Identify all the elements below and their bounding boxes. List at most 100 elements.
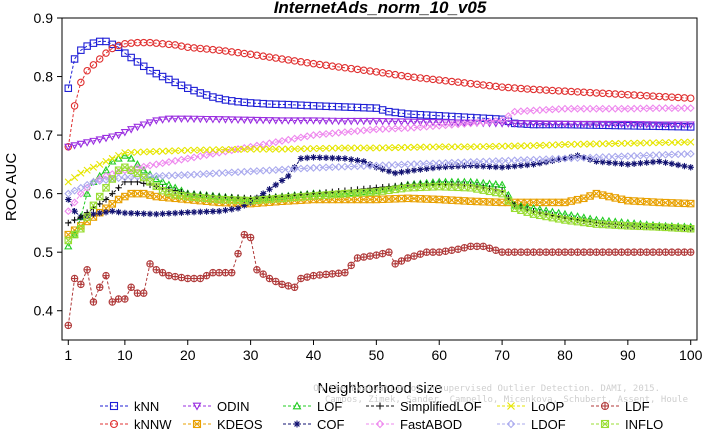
data-point — [486, 163, 493, 170]
data-point — [599, 140, 607, 148]
data-point — [479, 142, 487, 151]
data-point — [158, 268, 167, 277]
data-point — [498, 248, 506, 256]
data-point — [498, 198, 506, 207]
series-loop — [64, 138, 695, 186]
data-point — [655, 104, 664, 113]
data-point — [290, 134, 299, 143]
data-point — [171, 209, 179, 217]
data-point — [284, 145, 292, 153]
data-point — [598, 104, 607, 113]
data-point — [416, 123, 425, 132]
legend-label: KDEOS — [217, 417, 263, 432]
data-point — [328, 270, 337, 278]
data-point — [667, 121, 676, 129]
data-point — [479, 242, 487, 251]
data-point — [686, 149, 695, 158]
data-point — [259, 270, 267, 278]
plot-area: 1 10 20 30 40 50 60 70 80 90 100 0.4 0.5 0.6 0.7 0.8 0.9 — [34, 10, 702, 363]
data-point — [114, 151, 123, 160]
data-point — [95, 283, 104, 292]
data-point — [410, 252, 418, 260]
data-point — [460, 143, 468, 151]
series-knnw — [64, 38, 695, 151]
data-point — [580, 194, 588, 203]
data-point — [90, 210, 97, 218]
data-point — [516, 120, 526, 128]
series-knn — [64, 37, 695, 131]
data-point — [153, 210, 160, 218]
data-point — [108, 133, 117, 141]
data-point — [83, 183, 92, 192]
data-point — [398, 168, 405, 176]
data-point — [177, 146, 186, 155]
data-point — [649, 104, 657, 113]
data-point — [184, 209, 191, 216]
data-point — [127, 209, 135, 217]
data-point — [146, 178, 154, 186]
legend-item-ldof: LDOF — [497, 417, 566, 432]
data-point — [668, 160, 676, 167]
data-point — [215, 116, 224, 124]
data-point — [592, 248, 601, 256]
data-point — [422, 122, 431, 131]
data-point — [617, 152, 626, 161]
data-point — [347, 127, 356, 136]
data-point — [441, 119, 450, 127]
data-point — [83, 180, 92, 189]
data-point — [296, 133, 305, 142]
data-point — [221, 147, 230, 156]
data-point — [121, 295, 129, 303]
series-line — [67, 40, 691, 128]
data-point — [649, 151, 657, 160]
data-point — [448, 143, 456, 151]
data-point — [507, 402, 515, 410]
data-point — [133, 289, 142, 297]
data-point — [680, 150, 689, 159]
data-point — [497, 180, 507, 188]
data-point — [209, 268, 217, 277]
data-point — [643, 159, 650, 166]
data-point — [96, 160, 104, 168]
data-point — [197, 208, 204, 216]
data-point — [95, 176, 104, 185]
series-line — [67, 233, 691, 326]
data-point — [680, 138, 689, 146]
data-point — [340, 117, 350, 126]
data-point — [171, 272, 179, 281]
data-point — [303, 164, 312, 173]
data-point — [668, 138, 676, 147]
data-point — [127, 148, 135, 157]
data-point — [404, 167, 411, 175]
data-point — [101, 134, 111, 143]
data-point — [555, 141, 563, 149]
data-point — [436, 164, 443, 171]
data-point — [227, 168, 236, 177]
data-point — [140, 148, 148, 156]
data-point — [529, 155, 538, 164]
data-point — [506, 419, 516, 429]
data-point — [309, 131, 318, 140]
x-tick-label: 90 — [620, 347, 636, 363]
data-point — [517, 162, 525, 169]
x-tick-label: 70 — [494, 347, 510, 363]
data-point — [165, 271, 173, 280]
data-point — [391, 260, 399, 268]
data-point — [498, 116, 507, 125]
x-tick-label: 40 — [306, 347, 322, 363]
y-tick-label: 0.7 — [34, 127, 54, 143]
data-point — [303, 132, 312, 141]
data-point — [95, 55, 104, 63]
data-point — [322, 154, 330, 162]
y-tick-label: 0.6 — [34, 186, 54, 202]
data-point — [598, 153, 607, 162]
data-point — [586, 248, 594, 256]
data-point — [592, 120, 601, 129]
data-point — [70, 55, 79, 63]
data-point — [164, 158, 173, 166]
data-point — [196, 115, 205, 124]
data-point — [71, 208, 78, 215]
data-point — [190, 208, 198, 216]
data-point — [410, 160, 419, 169]
data-point — [586, 140, 594, 148]
